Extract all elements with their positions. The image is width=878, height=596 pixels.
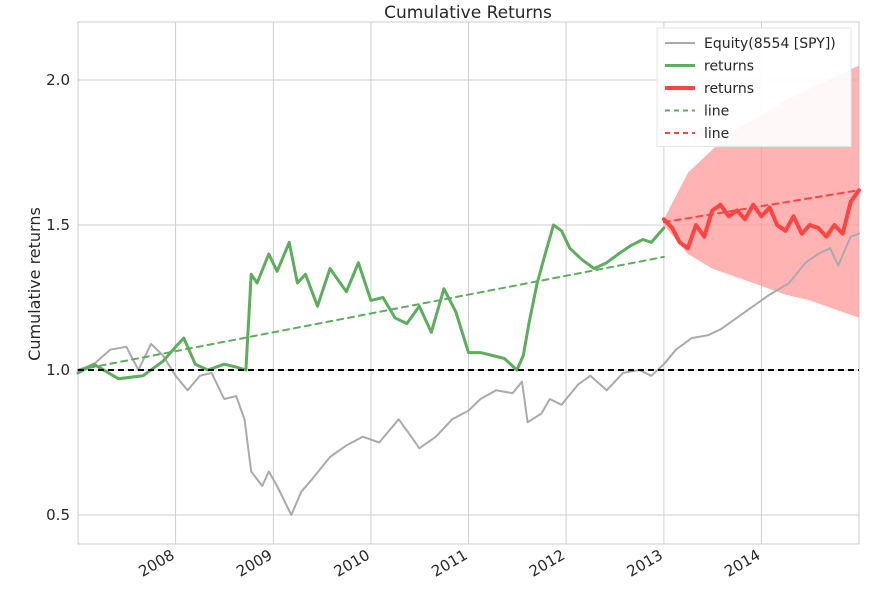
legend-entry-label: returns [704, 59, 754, 75]
series-line-2 [661, 188, 861, 251]
series-line-4 [662, 189, 860, 224]
y-axis-label: Cumulative returns [25, 207, 44, 361]
series-line-0 [77, 232, 860, 516]
series-line-3 [77, 255, 665, 371]
y-axis-ticks: 0.5 1.0 1.5 2.0 [46, 71, 70, 524]
chart-title: Cumulative Returns [384, 3, 552, 23]
legend-entry-label: line [704, 104, 729, 120]
y-tick-label: 1.0 [46, 361, 70, 379]
series-line-1 [76, 223, 666, 381]
y-tick-label: 0.5 [46, 506, 70, 524]
y-tick-label: 2.0 [46, 71, 70, 89]
legend-entry-label: line [704, 126, 729, 142]
legend-entry-label: Equity(8554 [SPY]) [704, 36, 836, 52]
y-tick-label: 1.5 [46, 216, 70, 234]
legend: Equity(8554 [SPY]) returns returns line line [656, 27, 852, 147]
series-layer [76, 188, 861, 516]
legend-entry-label: returns [704, 81, 754, 97]
